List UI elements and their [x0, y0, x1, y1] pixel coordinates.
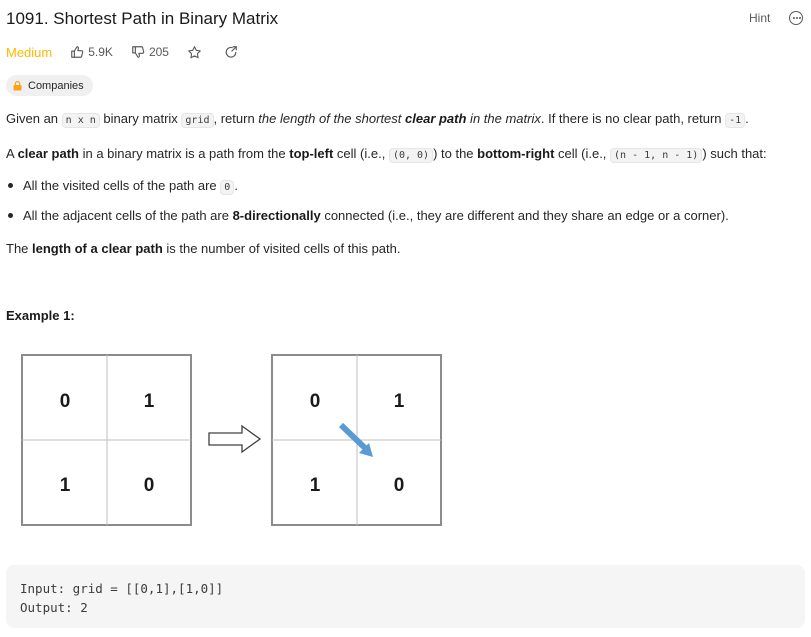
- dislike-count: 205: [148, 45, 169, 59]
- grid-cell: 0: [144, 475, 155, 496]
- grid-cell: 1: [310, 475, 321, 496]
- like-button[interactable]: 5.9K: [70, 45, 113, 59]
- example-output: Output: 2: [20, 600, 88, 615]
- grid-cell: 0: [394, 475, 405, 496]
- path-arrowhead-icon: [359, 443, 373, 457]
- grid-cell: 0: [310, 391, 321, 412]
- star-icon: [188, 45, 201, 58]
- companies-tag[interactable]: Companies: [6, 75, 93, 96]
- example-input: Input: grid = [[0,1],[1,0]]: [20, 581, 224, 596]
- description-paragraph-1: Given an n x n binary matrix grid, retur…: [6, 111, 749, 128]
- path-arrow-icon: [338, 422, 368, 451]
- grid-cell: 1: [60, 475, 71, 496]
- favorite-button[interactable]: [187, 45, 206, 60]
- transform-arrow-icon: [208, 424, 262, 454]
- grid-cell: 1: [144, 391, 155, 412]
- hint-button[interactable]: Hint: [749, 11, 771, 25]
- list-item: All the visited cells of the path are 0.: [6, 178, 238, 195]
- problem-title: 1091. Shortest Path in Binary Matrix: [6, 9, 279, 28]
- description-paragraph-3: The length of a clear path is the number…: [6, 241, 401, 256]
- description-paragraph-2: A clear path in a binary matrix is a pat…: [6, 146, 767, 163]
- example-heading: Example 1:: [6, 308, 75, 323]
- companies-label: Companies: [28, 79, 84, 92]
- more-options-icon[interactable]: [789, 11, 803, 25]
- thumbs-up-icon: [71, 46, 84, 58]
- example-io-block: Input: grid = [[0,1],[1,0]] Output: 2: [6, 565, 805, 628]
- like-count: 5.9K: [88, 45, 113, 59]
- lock-icon: [13, 80, 22, 90]
- difficulty-badge: Medium: [6, 44, 53, 60]
- dislike-button[interactable]: 205: [131, 45, 169, 59]
- grid-cell: 0: [60, 391, 71, 412]
- problem-meta-bar: Medium 5.9K 205: [6, 43, 260, 61]
- thumbs-down-icon: [132, 46, 145, 58]
- share-icon: [225, 46, 237, 58]
- example-figure: 0 1 1 0 0 1 1 0: [21, 354, 442, 526]
- grid-cell: 1: [394, 391, 405, 412]
- list-item: All the adjacent cells of the path are 8…: [6, 208, 729, 223]
- share-button[interactable]: [224, 45, 242, 59]
